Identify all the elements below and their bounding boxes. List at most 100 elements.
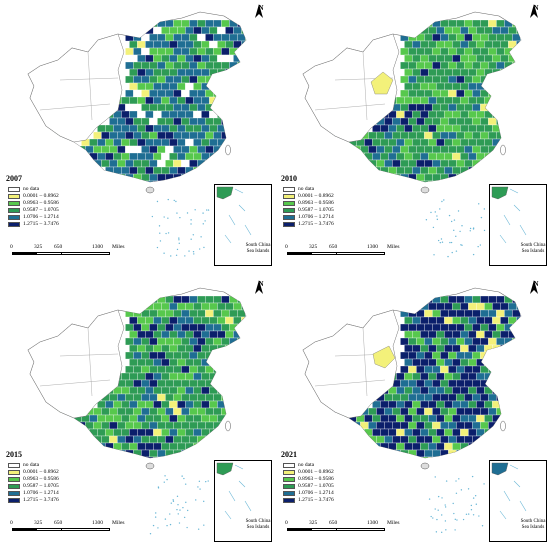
region-cell <box>177 344 186 353</box>
region-cell <box>153 40 162 49</box>
south-china-sea-inset: South China Sea Islands <box>489 460 547 542</box>
region-cell <box>480 365 489 374</box>
region-cell <box>316 152 325 161</box>
region-cell <box>89 428 98 437</box>
region-cell <box>460 330 469 339</box>
region-cell <box>400 379 409 388</box>
region-yellow <box>372 345 396 369</box>
island-dot <box>439 208 441 210</box>
region-cell <box>213 365 222 374</box>
region-cell <box>157 117 166 126</box>
island-dot <box>440 238 443 240</box>
region-cell <box>173 33 182 42</box>
region-cell <box>229 103 238 112</box>
region-cell <box>205 47 214 56</box>
region-cell <box>496 365 505 374</box>
province-border <box>314 379 386 387</box>
region-cell <box>181 61 190 70</box>
region-cell <box>524 41 532 48</box>
region-cell <box>476 302 485 311</box>
region-cell <box>412 414 421 423</box>
region-cell <box>500 358 509 367</box>
region-cell <box>165 19 174 28</box>
legend-label: 0.0001 – 0.8962 <box>23 469 59 475</box>
region-cell <box>125 159 134 168</box>
region-cell <box>133 19 142 28</box>
region-cell <box>336 449 345 458</box>
region-cell <box>121 166 130 175</box>
region-cell <box>249 97 257 104</box>
region-cell <box>388 400 397 409</box>
region-cell <box>352 435 361 444</box>
region-cell <box>177 386 186 395</box>
region-cell <box>504 309 513 318</box>
arrow-icon <box>530 280 538 294</box>
region-cell <box>169 138 178 147</box>
region-cell <box>476 386 485 395</box>
region-cell <box>484 344 493 353</box>
region-cell <box>360 159 369 168</box>
region-cell <box>173 309 182 318</box>
region-cell <box>432 103 441 112</box>
region-cell <box>117 421 126 430</box>
region-cell <box>189 33 198 42</box>
region-cell <box>452 358 461 367</box>
region-cell <box>129 138 138 147</box>
scale-tick-label: 1300 <box>92 244 103 250</box>
region-cell <box>420 442 429 451</box>
region-cell <box>420 138 429 147</box>
island-dot <box>472 253 475 256</box>
island-dot <box>444 520 447 522</box>
region-cell <box>213 351 222 360</box>
north-arrow-icon: N <box>530 4 542 18</box>
region-cell <box>189 173 198 182</box>
region-cell <box>464 337 473 346</box>
region-cell <box>444 400 453 409</box>
region-cell <box>197 19 206 28</box>
region-cell <box>205 131 214 140</box>
region-cell <box>432 61 441 70</box>
region-cell <box>512 323 521 332</box>
region-cell <box>344 159 353 168</box>
region-cell <box>316 138 325 147</box>
legend-row: 1.0706 – 1.2714 <box>283 214 334 221</box>
legend-row: no data <box>283 186 334 193</box>
region-cell <box>41 138 50 147</box>
hainan-island <box>145 462 155 470</box>
region-cell <box>169 456 178 458</box>
region-cell <box>420 358 429 367</box>
region-cell <box>512 365 521 374</box>
region-cell <box>145 166 154 175</box>
region-cell <box>340 152 349 161</box>
region-cell <box>512 117 521 126</box>
island-dot <box>158 225 161 227</box>
region-cell <box>364 456 373 458</box>
region-cell <box>245 379 246 388</box>
region-cell <box>328 145 337 154</box>
region-cell <box>428 316 437 325</box>
scale-bar <box>287 528 385 531</box>
region-cell <box>173 131 182 140</box>
region-cell <box>149 295 158 304</box>
region-cell <box>496 131 505 140</box>
region-cell <box>97 180 106 182</box>
region-cell <box>336 159 345 168</box>
region-cell <box>444 302 453 311</box>
region-cell <box>189 295 198 304</box>
region-cell <box>320 159 329 168</box>
region-cell <box>97 166 106 175</box>
region-cell <box>520 365 521 374</box>
island-dot <box>467 488 470 490</box>
region-cell <box>496 407 505 416</box>
region-cell <box>89 456 98 458</box>
region-cell <box>520 449 521 458</box>
region-cell <box>193 344 202 353</box>
region-cell <box>376 131 385 140</box>
region-cell <box>225 96 234 105</box>
region-cell <box>249 359 257 366</box>
region-cell <box>464 323 473 332</box>
region-cell <box>460 358 469 367</box>
region-cell <box>169 166 178 175</box>
region-cell <box>225 82 234 91</box>
region-cell <box>520 117 521 126</box>
